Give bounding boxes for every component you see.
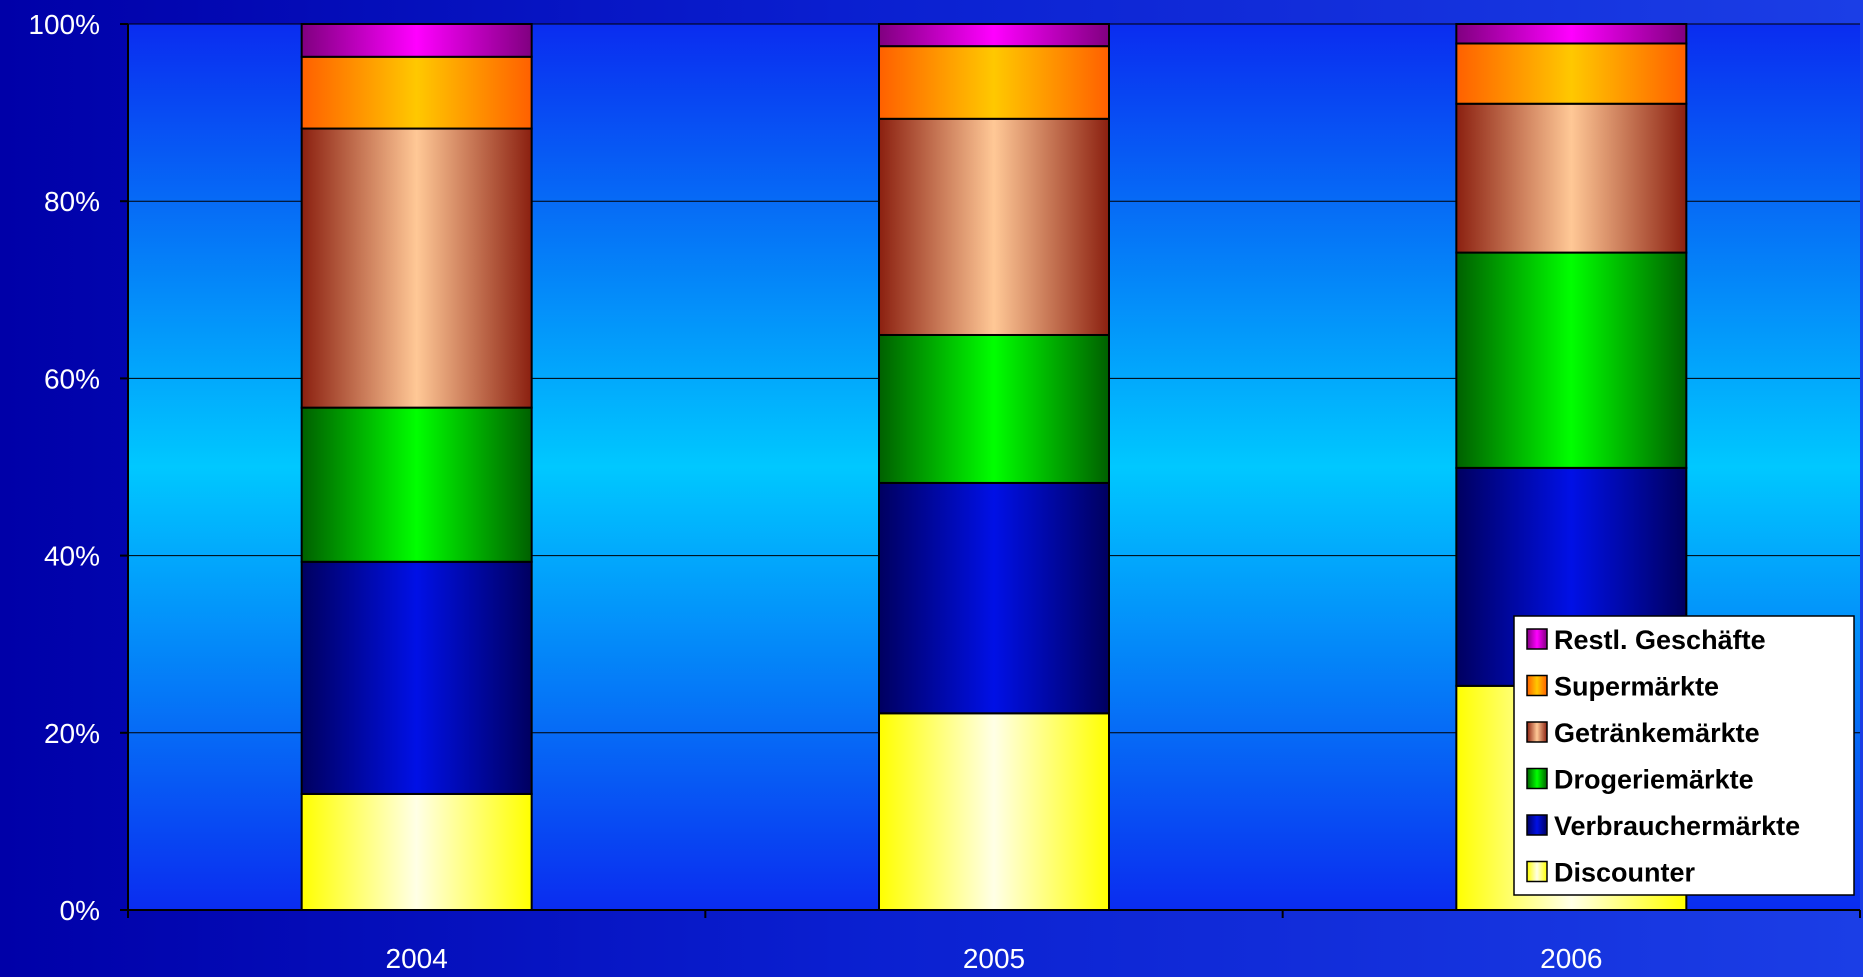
bar-segment [878,117,1110,336]
y-tick-label: 0% [60,895,100,926]
legend-label: Supermärkte [1554,672,1719,702]
legend-label: Verbrauchermärkte [1554,811,1800,841]
bar-segment [1455,251,1688,469]
bar-segment [878,45,1110,120]
bar-segment [878,712,1110,911]
bar-segment [300,55,533,130]
bar-segment [300,560,533,795]
x-tick-label: 2006 [1540,943,1602,974]
legend-label: Discounter [1554,858,1696,888]
x-axis-tick-labels: 2004 2005 2006 [386,943,1603,974]
bar-segment [1455,102,1688,254]
legend-box [1513,615,1855,896]
bar-segment [1455,42,1688,105]
legend-swatch [1526,860,1548,883]
bar-segment [1455,23,1688,45]
legend-swatch [1526,628,1548,650]
bar-segment [300,406,533,563]
legend-label: Restl. Geschäfte [1554,625,1766,655]
legend-swatch [1526,721,1548,743]
bars [300,23,1688,912]
y-tick-label: 80% [44,186,100,217]
axes [120,23,1861,918]
legend: Restl. Geschäfte Supermärkte Getränkemärkt… [1513,615,1855,896]
x-tick-label: 2004 [386,943,448,974]
bar-segment [878,23,1110,48]
legend-swatch [1526,674,1548,697]
bar-segment [300,127,533,409]
y-axis-tick-labels: 0% 20% 40% 60% 80% 100% [28,9,100,926]
bar-segment [878,333,1110,484]
bar-segment [878,481,1110,715]
y-tick-label: 100% [28,9,100,40]
y-tick-label: 20% [44,718,100,749]
legend-swatch [1526,767,1548,790]
x-tick-label: 2005 [963,943,1025,974]
bar-segment [300,792,533,912]
legend-label: Drogeriemärkte [1554,765,1754,795]
bar-segment [300,23,533,58]
legend-items: Restl. Geschäfte Supermärkte Getränkemärkt… [1526,625,1800,888]
legend-label: Getränkemärkte [1554,718,1760,748]
legend-swatch [1526,814,1548,836]
y-tick-label: 40% [44,541,100,572]
y-tick-label: 60% [44,363,100,394]
